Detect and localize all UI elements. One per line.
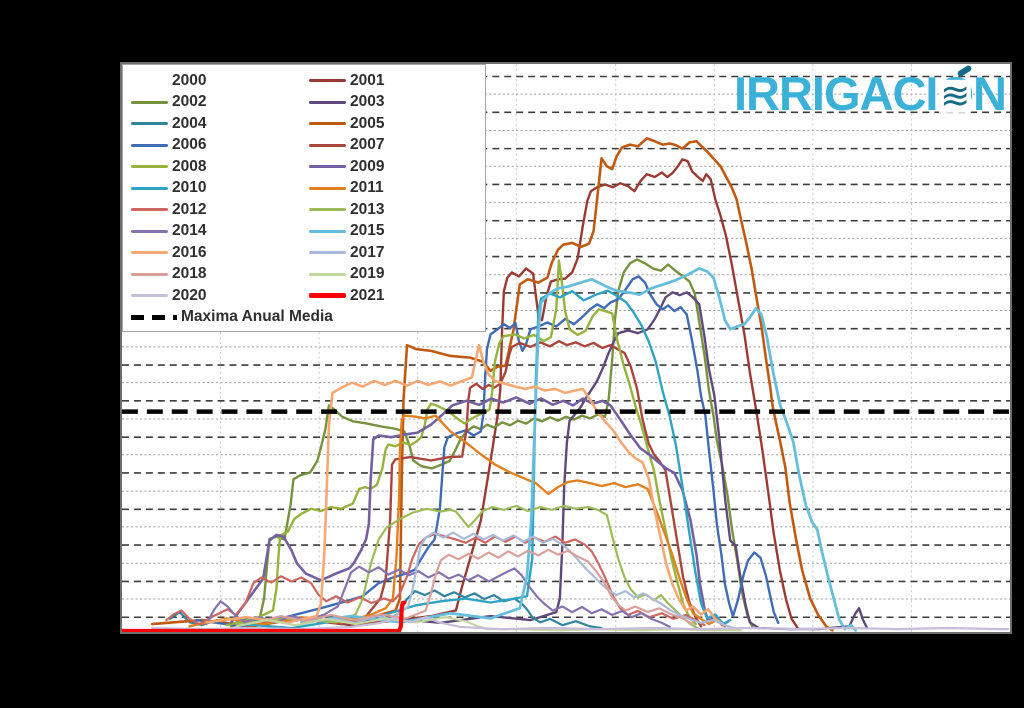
legend-label: 2014	[172, 222, 207, 240]
legend-line-swatch	[131, 208, 168, 212]
legend-label: 2000	[172, 71, 207, 89]
legend-label: 2001	[350, 71, 385, 89]
legend-line-swatch	[309, 79, 346, 83]
legend-label: 2017	[350, 243, 385, 261]
legend-entry: 2012	[129, 201, 307, 219]
series-line-2006	[195, 275, 780, 628]
legend-label: 2007	[350, 136, 385, 154]
irrigacion-logo: IRRIGACIO≋N	[733, 64, 1007, 120]
legend-entry: 2011	[307, 179, 479, 197]
legend-entry: 2014	[129, 222, 307, 240]
logo-o: O≋	[937, 64, 974, 117]
legend-label: 2015	[350, 222, 385, 240]
legend-line-swatch	[309, 293, 346, 299]
legend-label: 2004	[172, 114, 207, 132]
legend-line-swatch	[309, 143, 346, 147]
series-line-2015	[299, 267, 857, 632]
series-line-2010	[240, 289, 732, 630]
logo-text-suffix: N	[973, 67, 1007, 120]
legend-line-swatch	[309, 229, 346, 233]
legend-line-swatch	[131, 122, 168, 126]
legend-line-swatch	[309, 186, 346, 190]
legend-line-swatch	[131, 294, 168, 298]
legend-entry: 2020	[129, 287, 307, 305]
legend-line-swatch	[309, 251, 346, 255]
series-line-2005	[150, 137, 834, 632]
legend-line-swatch	[309, 122, 346, 126]
legend-label: 2013	[350, 200, 385, 218]
legend-label: 2003	[350, 93, 385, 111]
legend-entry: 2000	[129, 72, 307, 90]
legend-entry: 2004	[129, 115, 307, 133]
legend-line-swatch	[131, 272, 168, 276]
legend-line-swatch	[131, 100, 168, 104]
legend-entry: 2021	[307, 287, 479, 305]
series-line-2016	[205, 343, 724, 626]
legend-line-swatch	[131, 165, 168, 169]
series-line-2009	[229, 396, 730, 627]
legend-entry: 2006	[129, 136, 307, 154]
series-line-2018	[255, 548, 694, 626]
legend-line-swatch	[131, 314, 177, 320]
legend-entry: 2003	[307, 93, 479, 111]
legend-entry: 2007	[307, 136, 479, 154]
legend-label: 2002	[172, 93, 207, 111]
series-line-2003	[340, 291, 869, 631]
legend-entry: 2010	[129, 179, 307, 197]
series-line-2004	[168, 589, 603, 630]
legend-line-swatch	[309, 165, 346, 169]
legend-entry: 2013	[307, 201, 479, 219]
legend-label: Maxima Anual Media	[181, 308, 333, 326]
legend-label: 2005	[350, 114, 385, 132]
legend-entry: 2018	[129, 265, 307, 283]
legend-label: 2008	[172, 157, 207, 175]
logo-waves-icon: ≋	[939, 75, 972, 117]
legend-entry: 2017	[307, 244, 479, 262]
series-line-2020	[151, 616, 1010, 631]
legend-line-swatch	[309, 208, 346, 212]
legend-entry: Maxima Anual Media	[129, 308, 479, 326]
legend-entry: 2019	[307, 265, 479, 283]
legend-line-swatch	[131, 79, 168, 83]
series-line-2007	[240, 339, 703, 628]
chart-plot-area: 2000 2001 2002 2003 2004 2005 2006 2007 …	[120, 62, 1012, 634]
series-line-2019	[235, 616, 743, 632]
series-line-2021	[122, 600, 407, 632]
legend-entry: 2002	[129, 93, 307, 111]
series-line-2008	[225, 259, 697, 627]
series-line-2002	[230, 258, 754, 629]
legend-entry: 2008	[129, 158, 307, 176]
logo-text-left: IRRIGACI	[733, 67, 938, 120]
series-line-2001	[254, 158, 799, 630]
legend-line-swatch	[131, 143, 168, 147]
legend-label: 2010	[172, 179, 207, 197]
legend-label: 2019	[350, 265, 385, 283]
legend-line-swatch	[309, 100, 346, 104]
legend-label: 2016	[172, 243, 207, 261]
series-line-2017	[300, 531, 735, 630]
legend-entry: 2015	[307, 222, 479, 240]
legend-entry: 2009	[307, 158, 479, 176]
legend-entry: 2005	[307, 115, 479, 133]
legend-line-swatch	[131, 186, 168, 190]
legend-entry: 2016	[129, 244, 307, 262]
legend-line-swatch	[309, 272, 346, 276]
legend-label: 2006	[172, 136, 207, 154]
legend-label: 2018	[172, 265, 207, 283]
legend-label: 2020	[172, 286, 207, 304]
legend-line-swatch	[131, 229, 168, 233]
legend-label: 2009	[350, 157, 385, 175]
legend-label: 2012	[172, 200, 207, 218]
chart-legend: 2000 2001 2002 2003 2004 2005 2006 2007 …	[122, 64, 486, 332]
legend-entry: 2001	[307, 72, 479, 90]
legend-label: 2011	[350, 179, 384, 197]
series-line-2011	[188, 414, 727, 628]
legend-label: 2021	[350, 286, 385, 304]
legend-line-swatch	[131, 251, 168, 255]
